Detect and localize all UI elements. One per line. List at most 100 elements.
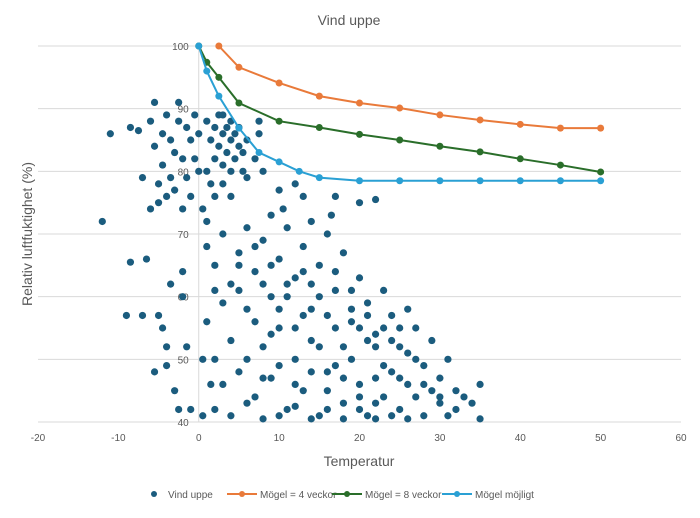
- y-tick-label: 70: [178, 230, 190, 241]
- scatter-point: [219, 161, 227, 169]
- scatter-point: [436, 399, 444, 407]
- scatter-point: [207, 136, 215, 144]
- scatter-point: [339, 374, 348, 382]
- scatter-point: [227, 412, 235, 420]
- line-marker: [436, 111, 444, 119]
- x-tick-label: 10: [274, 433, 286, 444]
- scatter-point: [179, 205, 187, 213]
- scatter-point: [122, 311, 131, 320]
- scatter-point: [412, 393, 420, 401]
- scatter-point: [363, 336, 372, 345]
- scatter-point: [307, 368, 315, 376]
- x-tick-label: -20: [31, 433, 46, 444]
- scatter-point: [259, 280, 267, 288]
- scatter-point: [219, 380, 227, 388]
- scatter-point: [187, 192, 195, 200]
- line-marker: [215, 42, 223, 50]
- scatter-point: [355, 274, 364, 282]
- scatter-point: [267, 261, 275, 269]
- line-marker: [396, 177, 404, 185]
- scatter-point: [138, 311, 147, 320]
- scatter-point: [428, 336, 436, 345]
- scatter-point: [307, 415, 315, 423]
- scatter-point: [420, 380, 428, 388]
- line-marker: [275, 79, 283, 87]
- scatter-point: [283, 224, 291, 232]
- scatter-point: [171, 186, 179, 194]
- legend-label: Vind uppe: [168, 490, 213, 501]
- x-tick-label: 60: [675, 433, 687, 444]
- scatter-point: [331, 268, 339, 276]
- scatter-point: [420, 412, 428, 420]
- x-tick-label: 20: [354, 433, 366, 444]
- scatter-point: [243, 224, 251, 232]
- scatter-point: [243, 399, 251, 407]
- scatter-point: [444, 355, 452, 363]
- line-marker: [597, 168, 605, 176]
- scatter-point: [223, 148, 231, 157]
- scatter-point: [371, 374, 380, 382]
- scatter-point: [404, 305, 412, 313]
- scatter-point: [460, 393, 468, 401]
- scatter-point: [227, 136, 235, 144]
- line-marker: [476, 148, 484, 156]
- scatter-point: [239, 167, 247, 175]
- scatter-point: [227, 167, 235, 175]
- scatter-point: [291, 355, 299, 363]
- scatter-point: [323, 368, 331, 376]
- scatter-point: [299, 387, 307, 395]
- scatter-point: [187, 136, 195, 144]
- scatter-point: [299, 242, 307, 251]
- line-marker: [597, 177, 605, 185]
- scatter-point: [452, 405, 460, 414]
- x-tick-label: 30: [434, 433, 446, 444]
- x-axis-label: Temperatur: [324, 453, 395, 469]
- scatter-point: [154, 180, 163, 188]
- scatter-point: [283, 405, 291, 414]
- scatter-point: [323, 387, 331, 395]
- line-marker: [195, 42, 203, 50]
- scatter-point: [267, 330, 275, 338]
- scatter-point: [167, 174, 175, 182]
- line-marker: [356, 177, 363, 185]
- scatter-point: [371, 415, 380, 423]
- scatter-point: [315, 293, 323, 301]
- line-marker: [255, 149, 263, 157]
- line-marker: [556, 177, 564, 185]
- line-marker: [235, 99, 243, 107]
- scatter-point: [195, 167, 203, 175]
- scatter-point: [380, 286, 388, 294]
- scatter-point: [412, 355, 420, 363]
- x-tick-label: -10: [111, 433, 126, 444]
- y-tick-label: 80: [178, 167, 190, 178]
- scatter-point: [134, 127, 143, 135]
- scatter-point: [126, 258, 135, 266]
- scatter-point: [404, 349, 412, 357]
- scatter-point: [279, 205, 287, 213]
- scatter-point: [235, 142, 243, 150]
- scatter-point: [476, 380, 484, 388]
- scatter-point: [388, 336, 396, 345]
- scatter-point: [396, 374, 404, 382]
- scatter-point: [255, 117, 263, 125]
- line-marker: [315, 174, 323, 182]
- scatter-point: [339, 249, 348, 257]
- scatter-point: [307, 280, 315, 288]
- scatter-point: [243, 174, 251, 182]
- scatter-point: [452, 387, 460, 395]
- scatter-point: [150, 98, 159, 106]
- scatter-point: [339, 343, 348, 351]
- scatter-point: [251, 155, 259, 163]
- scatter-point: [412, 324, 420, 332]
- line-marker: [396, 136, 404, 144]
- scatter-point: [347, 286, 356, 294]
- scatter-point: [404, 415, 412, 423]
- scatter-point: [444, 412, 452, 420]
- scatter-point: [251, 242, 259, 251]
- scatter-point: [146, 205, 155, 213]
- scatter-point: [331, 362, 339, 370]
- scatter-point: [199, 412, 207, 420]
- scatter-point: [163, 362, 171, 370]
- scatter-point: [219, 230, 227, 238]
- scatter-point: [219, 111, 227, 119]
